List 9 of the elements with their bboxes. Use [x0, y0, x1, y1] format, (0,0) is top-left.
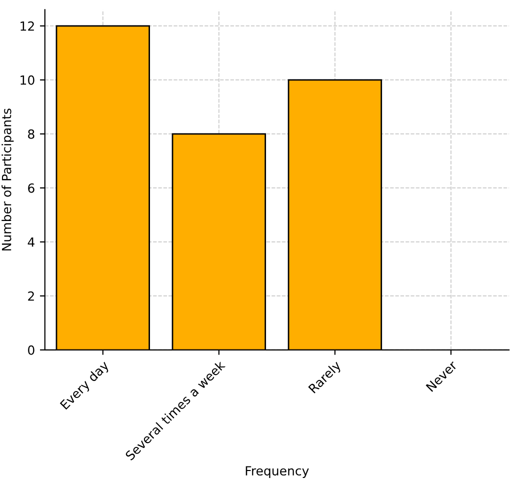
- y-axis-title: Number of Participants: [2, 108, 14, 250]
- y-tick-label: 2: [28, 291, 34, 301]
- y-tick-label: 0: [28, 345, 34, 355]
- y-tick-label: 6: [28, 183, 34, 193]
- y-tick-label: 12: [20, 21, 34, 31]
- y-tick-label: 4: [28, 238, 34, 247]
- x-axis-title: Frequency: [246, 466, 309, 478]
- y-tick-label: 10: [20, 75, 34, 85]
- y-tick-label: 8: [28, 129, 34, 139]
